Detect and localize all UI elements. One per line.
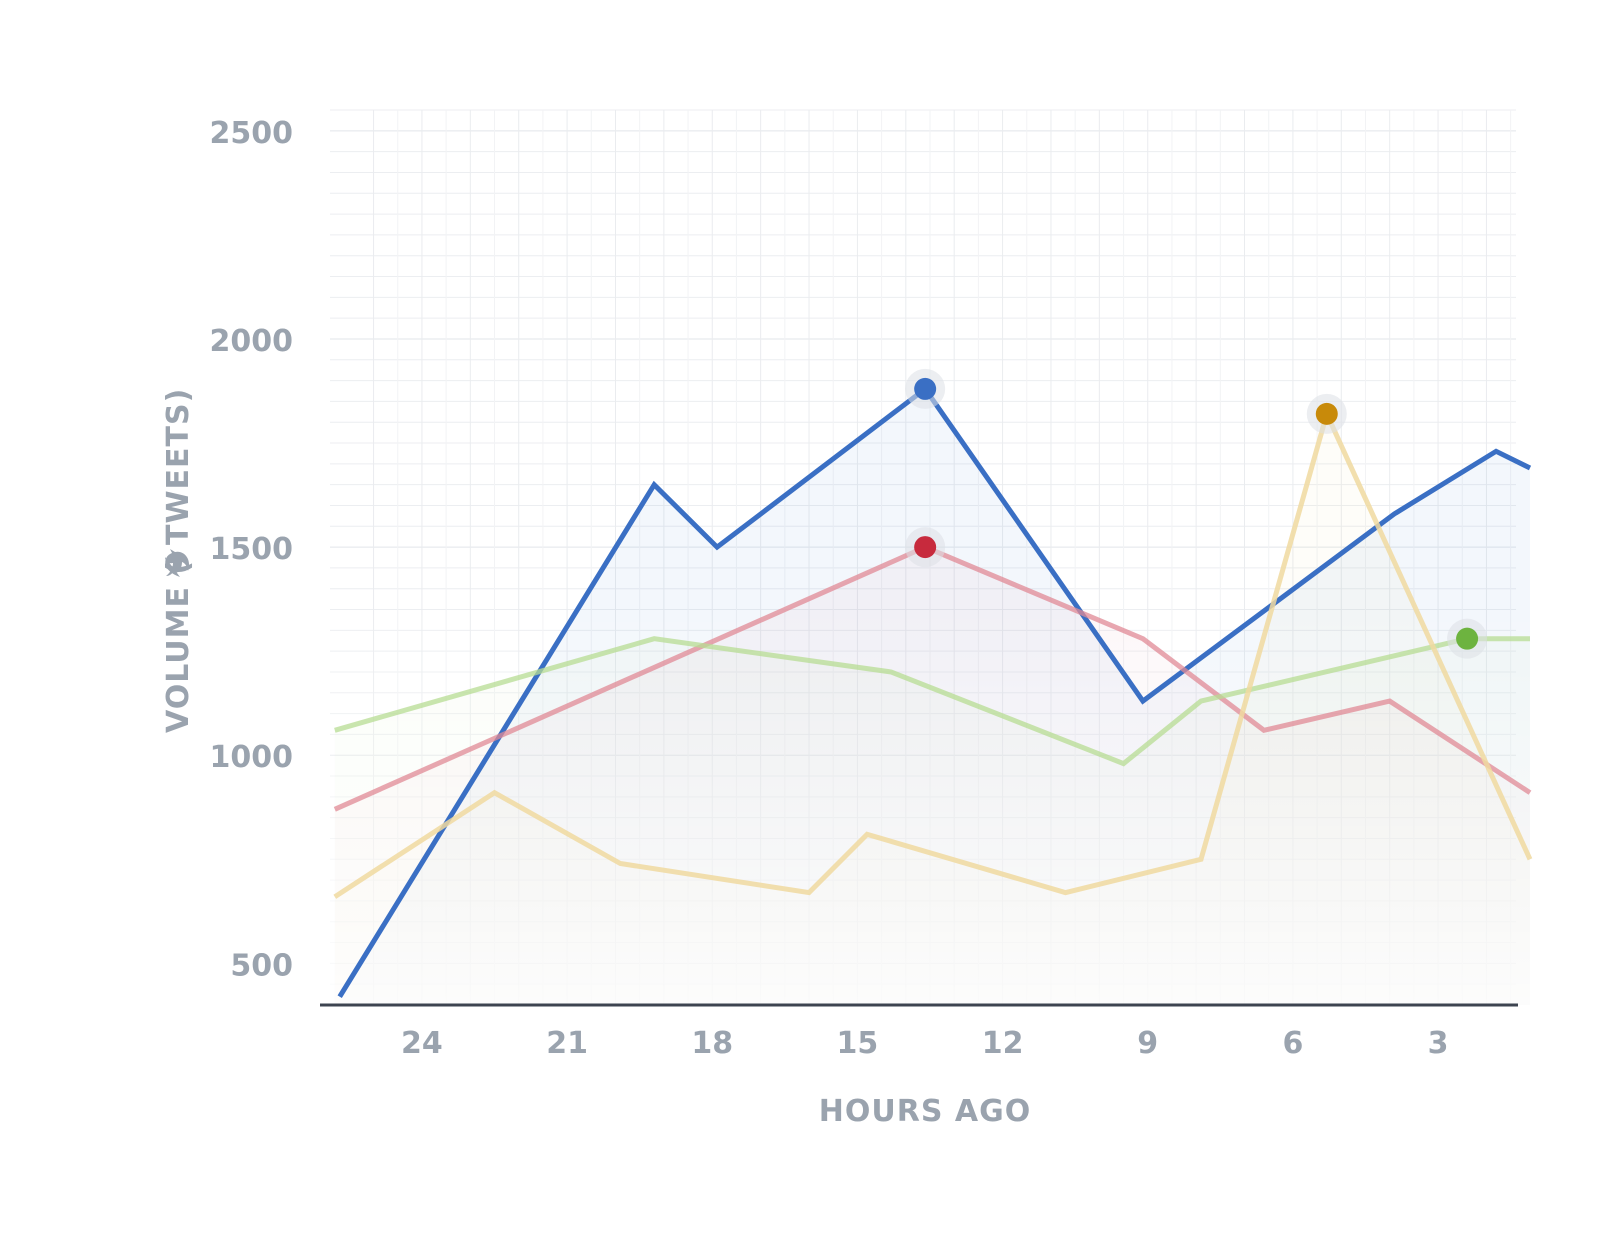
series-line-2 [333,544,1532,812]
highlight-point-1 [914,377,937,400]
y-tick-label: 2500 [210,116,294,151]
y-tick-label: 1000 [210,740,294,775]
series-areas [330,388,1531,1005]
series-line-1 [337,385,1532,999]
y-axis-title-part1: VOLUME ( [161,560,196,733]
y-tick-label: 1500 [210,532,294,567]
highlight-point-4 [1315,402,1338,425]
y-axis-title-part2: TWEETS) [161,388,196,545]
x-tick-label: 12 [982,1026,1024,1061]
x-tick-label: 18 [691,1026,733,1061]
highlight-points [905,368,1488,659]
x-axis-title: HOURS AGO [819,1094,1031,1129]
y-axis-title: VOLUME ( TWEETS) [161,388,196,733]
x-tick-label: 3 [1428,1026,1449,1061]
y-tick-label: 500 [230,948,293,983]
twitter-bird-icon [165,549,189,577]
x-tick-label: 9 [1137,1026,1158,1061]
x-axis-ticks: 24 21 18 15 12 9 6 3 [401,1026,1448,1061]
series-line-4 [333,406,1533,899]
x-tick-label: 15 [837,1026,879,1061]
y-axis-ticks: 500 1000 1500 2000 2500 [210,116,294,984]
x-tick-label: 21 [546,1026,588,1061]
x-tick-label: 24 [401,1026,443,1061]
y-tick-label: 2000 [210,324,294,359]
highlight-point-2 [914,536,937,559]
x-tick-label: 6 [1282,1026,1303,1061]
highlight-point-3 [1456,627,1479,650]
